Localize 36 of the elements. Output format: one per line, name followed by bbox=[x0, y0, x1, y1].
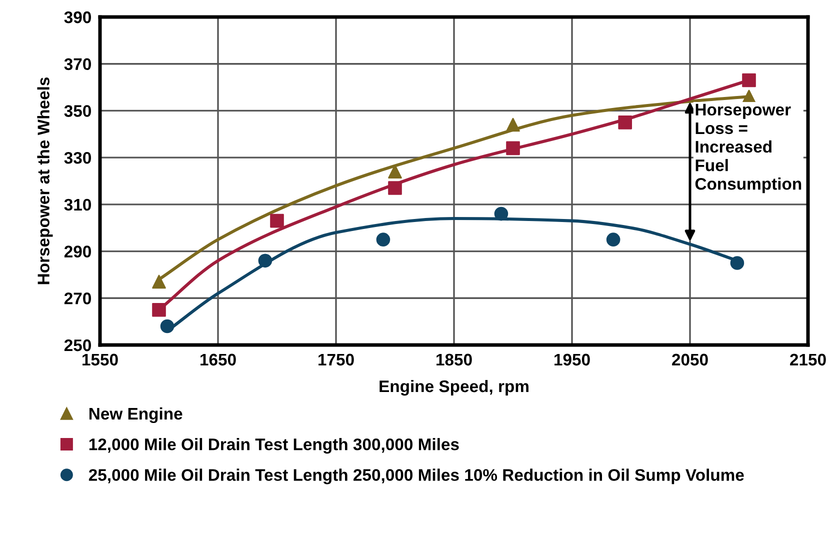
point bbox=[160, 319, 174, 334]
x-tick-label: 1550 bbox=[82, 354, 118, 366]
legend-label: 12,000 Mile Oil Drain Test Length 300,000 Miles bbox=[89, 438, 459, 454]
point bbox=[606, 232, 620, 246]
point bbox=[730, 256, 744, 270]
y-tick-label: 290 bbox=[64, 246, 91, 258]
y-tick-label: 350 bbox=[64, 105, 91, 117]
point bbox=[506, 141, 520, 156]
legend-label: New Engine bbox=[89, 407, 182, 424]
x-tick-label: 1850 bbox=[436, 354, 472, 366]
point bbox=[152, 302, 166, 317]
x-tick-label: 2050 bbox=[672, 354, 708, 366]
point bbox=[152, 274, 166, 289]
point bbox=[506, 118, 520, 132]
y-tick-label: 330 bbox=[64, 152, 91, 164]
point bbox=[270, 214, 284, 228]
y-tick-label: 370 bbox=[64, 58, 91, 70]
point bbox=[618, 116, 632, 130]
x-tick-label: 1750 bbox=[318, 354, 354, 366]
point bbox=[742, 73, 756, 88]
y-tick-label: 250 bbox=[64, 339, 91, 352]
y-tick-label: 310 bbox=[64, 198, 91, 211]
y-tick-label: 390 bbox=[64, 11, 91, 24]
point bbox=[388, 181, 402, 195]
annotation: Horsepower Loss = Increased Fuel Consumption bbox=[695, 104, 802, 194]
x-tick-label: 1950 bbox=[554, 354, 590, 366]
x-tick-label: 2150 bbox=[790, 354, 826, 366]
legend-label: 25,000 Mile Oil Drain Test Length 250,000 Miles 10% Reduction in Oil Sump Volume bbox=[88, 468, 744, 484]
point bbox=[494, 206, 508, 221]
x-tick-label: 1650 bbox=[200, 354, 236, 366]
y-axis-title: Horsepower at the Wheels bbox=[37, 77, 53, 284]
point bbox=[388, 164, 402, 179]
point bbox=[258, 254, 272, 268]
x-axis-title: Engine Speed, rpm bbox=[380, 380, 528, 396]
point bbox=[376, 232, 390, 246]
y-tick-label: 270 bbox=[64, 292, 91, 304]
